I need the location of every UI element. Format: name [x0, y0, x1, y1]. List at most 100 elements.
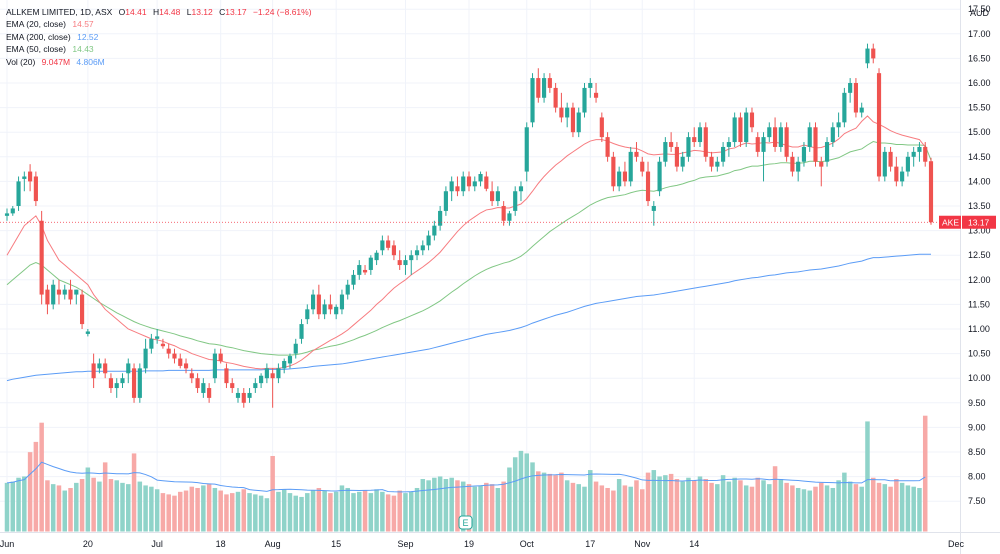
volume-bar — [917, 487, 922, 532]
time-tick-label: 17 — [585, 539, 595, 549]
tradingview-logo-icon[interactable]: E — [458, 515, 473, 530]
volume-bar — [385, 494, 391, 532]
volume-bar — [97, 481, 102, 532]
volume-bar — [501, 481, 506, 532]
candle-body — [207, 388, 212, 398]
volume-bar — [443, 479, 449, 532]
low-value: 13.12 — [191, 7, 213, 17]
time-tick-label: Aug — [265, 539, 281, 549]
candle-body — [45, 289, 50, 305]
candle-body — [287, 356, 293, 364]
candle-body — [576, 112, 581, 133]
candle-body — [559, 107, 564, 118]
legend-ema50-row[interactable]: EMA (50, close) 14.43 — [6, 43, 312, 55]
candle-body — [178, 358, 183, 366]
volume-bar — [905, 485, 911, 532]
volume-bar — [247, 493, 252, 532]
candle-body — [443, 191, 448, 211]
volume-bar — [715, 484, 720, 532]
price-tick-label: 13.00 — [968, 226, 991, 236]
volume-bar — [639, 489, 645, 532]
candle-body — [328, 304, 333, 310]
volume-bar — [732, 477, 737, 532]
volume-bar — [120, 482, 125, 532]
candle-body — [490, 191, 495, 202]
volume-bar — [899, 482, 905, 532]
price-tick-label: 10.50 — [968, 349, 991, 359]
volume-bar — [102, 462, 108, 532]
volume-bar — [149, 486, 154, 532]
candle-body — [293, 343, 298, 354]
price-tick-label: 15.50 — [968, 103, 991, 113]
volume-bar — [547, 473, 553, 532]
price-tag-text: 13.17 — [968, 218, 990, 228]
candle-body — [565, 107, 570, 118]
candle-body — [524, 127, 529, 172]
volume-bar — [478, 485, 483, 532]
candle-body — [149, 338, 154, 349]
candle-body — [466, 176, 472, 187]
price-tick-label: 11.00 — [968, 324, 990, 334]
volume-bar — [420, 479, 426, 532]
volume-bar — [530, 462, 535, 532]
volume-bar — [819, 482, 824, 532]
vol-value-2: 4.806M — [76, 56, 105, 67]
price-tick-label: 17.50 — [968, 4, 991, 14]
volume-bar — [160, 493, 166, 532]
candle-body — [669, 142, 674, 147]
volume-bar — [264, 498, 270, 532]
candle-body — [726, 142, 731, 147]
volume-bar — [663, 475, 668, 532]
volume-bar — [709, 482, 714, 532]
volume-bar — [651, 470, 657, 532]
candle-body — [570, 107, 576, 133]
candle-body — [247, 392, 252, 398]
price-tick-label: 15.00 — [968, 127, 991, 137]
volume-bar — [131, 453, 137, 532]
volume-bar — [847, 481, 853, 532]
candle-body — [137, 368, 142, 398]
price-tick-label: 8.50 — [968, 447, 986, 457]
volume-bar — [189, 486, 195, 532]
volume-bar — [743, 485, 749, 532]
candle-body — [501, 206, 506, 221]
legend-vol-row[interactable]: Vol (20) 9.047M 4.806M — [6, 56, 312, 68]
volume-bar — [195, 487, 200, 532]
time-tick-label: 20 — [83, 539, 93, 549]
candle-body — [380, 240, 385, 251]
volume-bar — [842, 472, 847, 532]
candle-body — [813, 127, 818, 162]
candle-body — [657, 161, 662, 192]
time-axis[interactable]: Jun 20 Jul 18 Aug 15 Sep 19 Oct 17 Nov 14 Dec — [0, 539, 964, 549]
candle-body — [749, 112, 755, 128]
volume-bar — [778, 479, 784, 532]
candle-body — [871, 48, 876, 59]
candle-body — [218, 353, 223, 361]
volume-bar — [888, 486, 893, 532]
candle-body — [738, 117, 743, 143]
legend-ema200-row[interactable]: EMA (200, close) 12.52 — [6, 31, 312, 43]
currency-label: AUD — [970, 8, 990, 18]
vol-label: Vol (20) — [6, 56, 36, 67]
price-tick-label: 10.00 — [968, 373, 991, 383]
symbol-tag-bg — [939, 215, 961, 229]
candle-body — [259, 375, 264, 384]
volume-bar — [114, 480, 119, 532]
candle-body — [605, 137, 610, 157]
candle-body — [455, 186, 460, 192]
price-tick-label: 11.50 — [968, 299, 990, 309]
volume-bar — [333, 491, 339, 532]
candle-body — [507, 213, 512, 221]
volume-bar — [328, 493, 333, 532]
candle-body — [305, 309, 310, 320]
candle-body — [917, 146, 922, 152]
legend-ema20-row[interactable]: EMA (20, close) 14.57 — [6, 18, 312, 30]
candle-body — [264, 368, 269, 379]
volume-bar — [33, 441, 39, 532]
volume-bar — [489, 484, 495, 532]
volume-bar — [495, 487, 501, 532]
candle-body — [131, 368, 137, 398]
